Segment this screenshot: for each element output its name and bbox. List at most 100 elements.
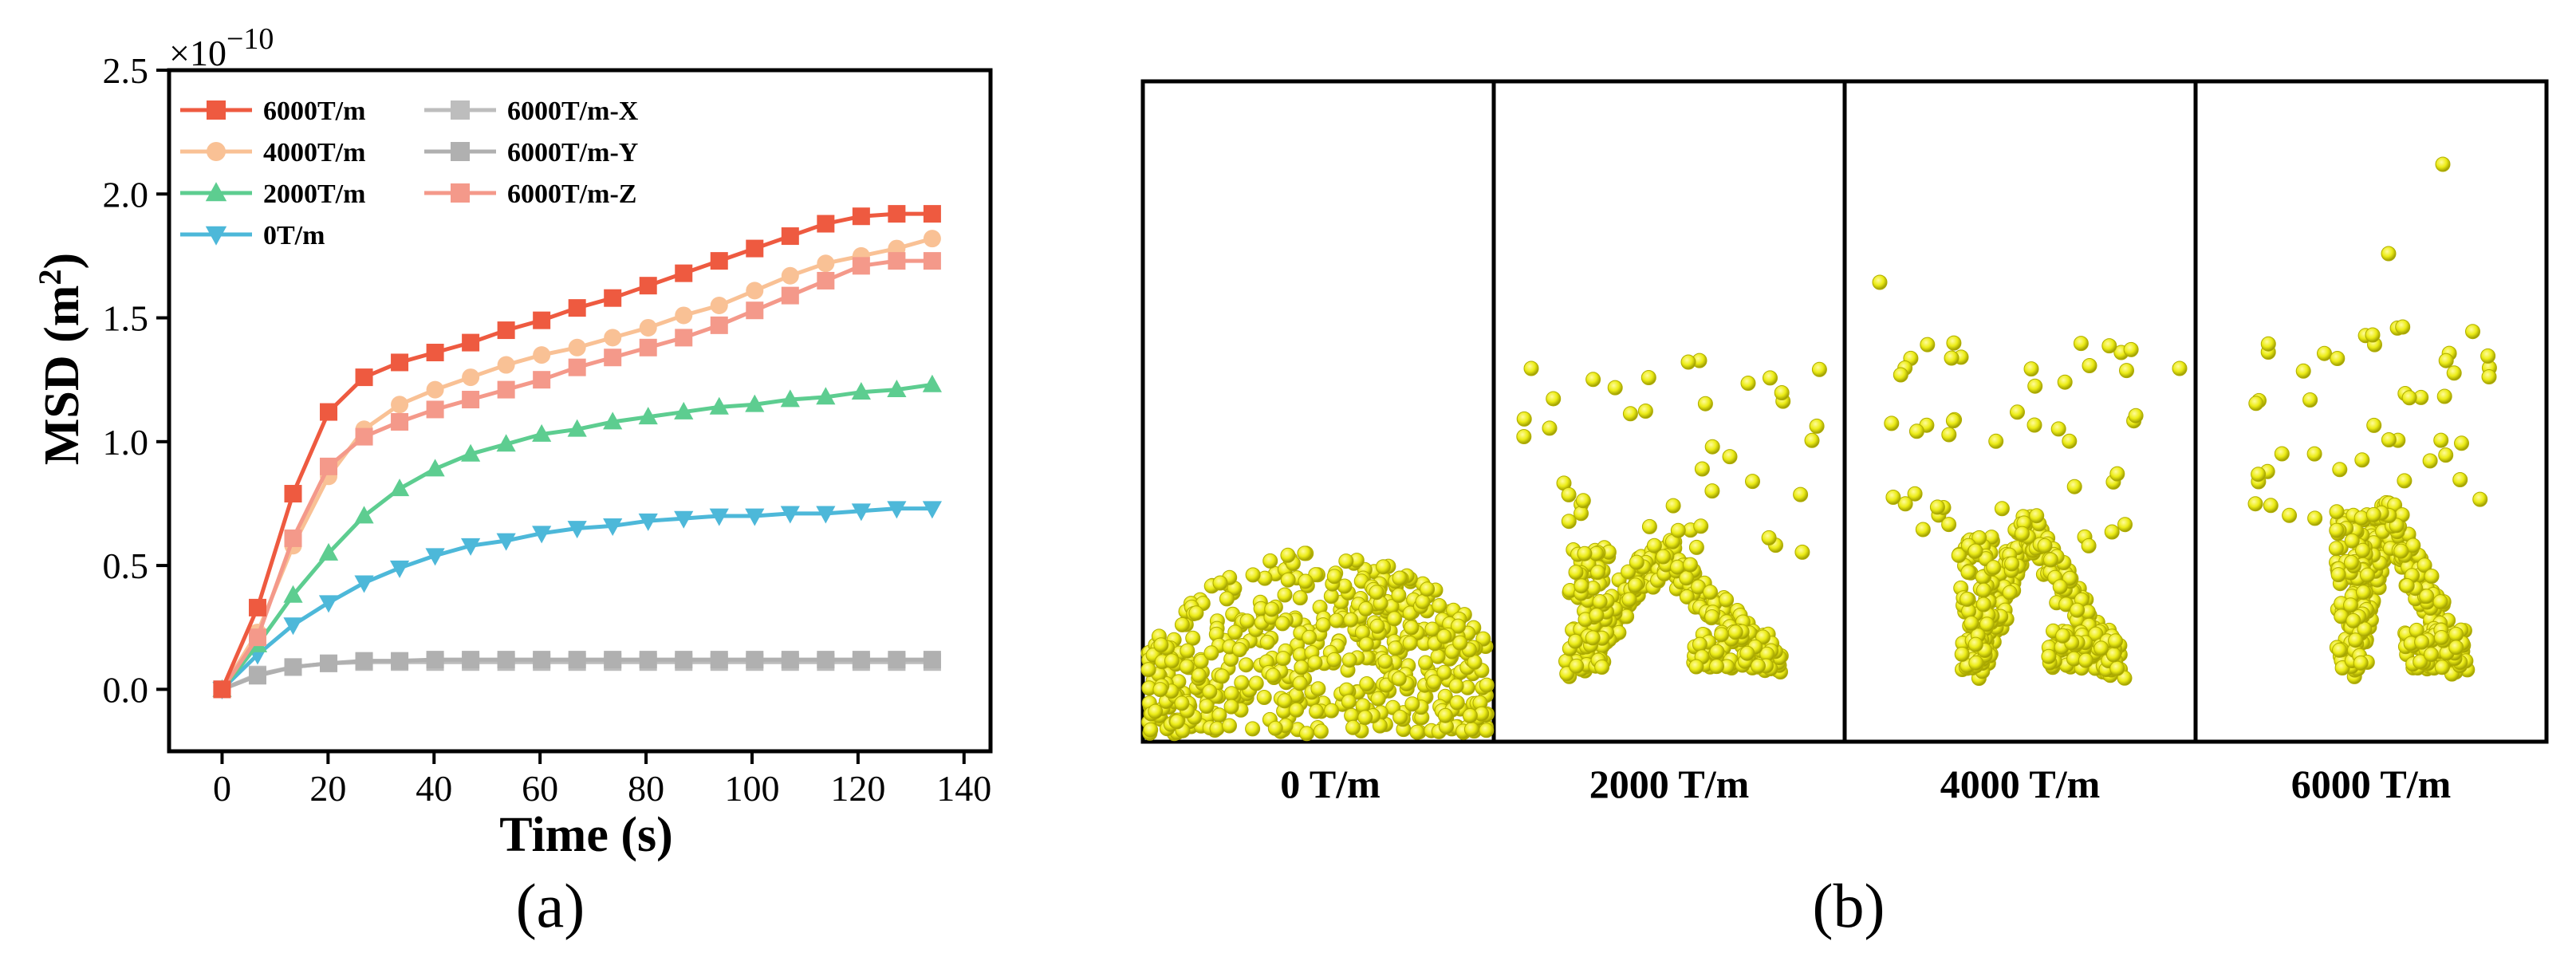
data-point <box>781 266 799 285</box>
series-6000t-m-y <box>213 651 941 699</box>
particle <box>2393 543 2409 559</box>
data-point <box>781 651 799 669</box>
data-point <box>205 226 227 246</box>
particle <box>1152 682 1168 698</box>
particle <box>1227 624 1243 640</box>
legend-entry: 6000T/m-X <box>424 96 639 126</box>
particle <box>1309 703 1325 719</box>
x-tick-label: 80 <box>628 768 664 809</box>
data-point <box>248 628 266 647</box>
data-point <box>675 651 693 669</box>
particle <box>2329 522 2345 538</box>
particle <box>2029 508 2045 524</box>
particle <box>2360 567 2375 583</box>
particle <box>2434 660 2450 675</box>
data-point <box>746 282 764 300</box>
particle <box>1409 724 1425 740</box>
data-point <box>391 353 409 372</box>
particle <box>2295 363 2311 379</box>
particle <box>1704 483 1720 499</box>
data-point <box>425 548 445 566</box>
particle <box>2433 432 2449 448</box>
data-point <box>354 575 374 593</box>
particle <box>2023 361 2039 377</box>
particle <box>1462 708 1478 723</box>
data-point <box>213 680 231 699</box>
data-point <box>533 311 551 329</box>
particle <box>1575 493 1591 509</box>
particle <box>1369 585 1385 601</box>
particle <box>1709 659 1724 675</box>
particle <box>2465 324 2480 340</box>
x-tick-label: 120 <box>830 768 885 809</box>
particle <box>2093 640 2109 656</box>
particle <box>1143 722 1159 738</box>
particle <box>1884 416 1900 431</box>
particle <box>1523 360 1539 376</box>
data-point <box>603 412 623 430</box>
particle <box>1670 522 1686 538</box>
particle <box>1621 592 1637 608</box>
particle <box>1704 609 1720 624</box>
particle <box>1234 675 1250 691</box>
particle <box>2424 569 2440 584</box>
particle <box>1951 547 1967 563</box>
series-2000t-m <box>212 374 943 697</box>
particle <box>1376 559 1391 575</box>
x-tick-label: 40 <box>416 768 452 809</box>
particle <box>1577 545 1593 561</box>
particle <box>1670 559 1685 575</box>
particle <box>2481 369 2497 384</box>
particle <box>1688 659 1704 675</box>
particle <box>1294 660 1310 675</box>
particle <box>1945 413 1961 429</box>
data-point <box>639 338 657 356</box>
particle <box>2354 452 2370 468</box>
particle <box>2042 552 2058 568</box>
particle <box>2027 378 2043 394</box>
particle <box>1629 554 1644 570</box>
data-point <box>426 651 444 669</box>
data-point <box>389 560 410 578</box>
data-point <box>675 306 693 325</box>
particle <box>2446 365 2462 381</box>
data-point <box>709 508 729 526</box>
particle <box>2108 633 2123 649</box>
legend-entry: 0T/m <box>180 221 325 250</box>
data-point <box>451 183 470 203</box>
data-point <box>207 142 226 161</box>
data-point <box>710 316 728 334</box>
data-point <box>320 654 338 672</box>
particle <box>1299 726 1314 742</box>
particle <box>1326 569 1342 585</box>
legend-label: 2000T/m <box>263 179 365 209</box>
data-point <box>746 239 764 258</box>
particle <box>2282 507 2298 523</box>
particle <box>2343 554 2359 570</box>
particle <box>1694 461 1710 477</box>
data-point <box>923 205 941 223</box>
particle <box>1872 274 1888 290</box>
x-tick-label: 20 <box>309 768 346 809</box>
particle <box>1179 659 1195 675</box>
data-point <box>817 271 835 289</box>
data-point <box>426 380 444 399</box>
particle <box>1594 660 1610 675</box>
particle <box>1964 616 1979 631</box>
particle <box>2438 447 2454 463</box>
x-axis-label: Time (s) <box>499 808 673 862</box>
data-point <box>745 394 765 412</box>
data-point <box>604 289 622 307</box>
data-point <box>888 252 906 270</box>
particle <box>2105 647 2121 663</box>
data-point <box>604 349 622 367</box>
particle <box>2263 498 2279 514</box>
particle <box>1223 699 1239 715</box>
particle <box>2330 567 2346 583</box>
particle <box>1164 653 1180 669</box>
particle <box>2109 466 2125 482</box>
series-6000t-m <box>213 205 941 699</box>
data-point <box>426 400 444 419</box>
particle <box>1436 664 1452 680</box>
particle <box>1719 592 1735 608</box>
